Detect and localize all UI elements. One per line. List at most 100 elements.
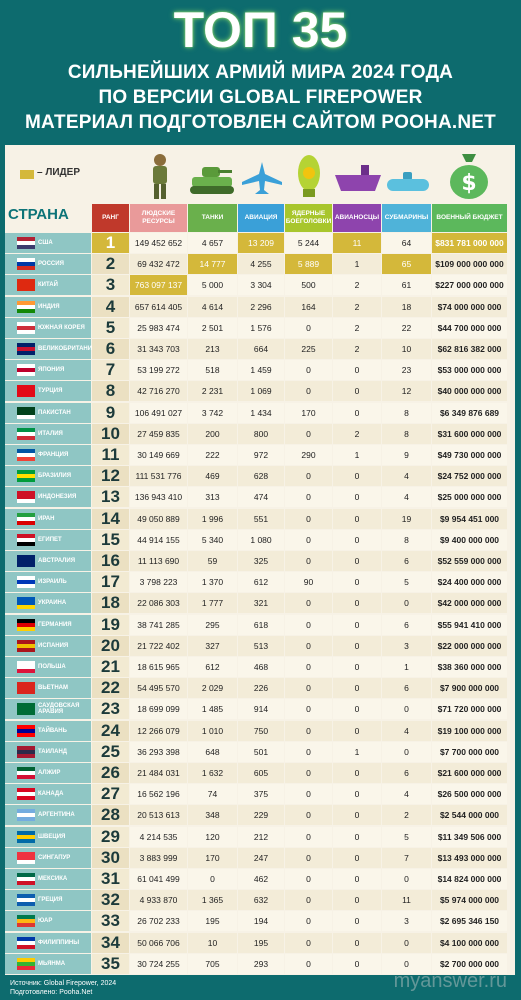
value-cell: $9 954 451 000 — [432, 508, 507, 529]
flag — [17, 258, 35, 271]
column-header: АВИАЦИЯ — [238, 204, 284, 232]
value-cell: 0 — [285, 423, 332, 444]
value-cell: $31 600 000 000 — [432, 423, 507, 444]
value-cell: $62 816 382 000 — [432, 339, 507, 359]
table-row: ГРЕЦИЯ 32 4 933 870 1 365 632 0 0 11 $5 974 000 … — [5, 890, 508, 911]
value-cell: $71 720 000 000 — [432, 699, 507, 720]
value-cell: 5 — [382, 572, 431, 593]
value-cell: 22 — [92, 678, 129, 699]
value-cell: 34 — [92, 932, 129, 953]
value-cell: 0 — [333, 953, 381, 974]
value-cell: 0 — [285, 784, 332, 805]
value-cell: $227 000 000 000 — [432, 275, 507, 296]
value-cell: 2 — [333, 317, 381, 338]
value-cell: 120 — [188, 826, 237, 847]
value-cell: 54 495 570 — [130, 678, 187, 699]
value-cell: 2 029 — [188, 678, 237, 699]
table-row: АЛЖИР 26 21 484 031 1 632 605 0 0 6 $21 600 000 … — [5, 763, 508, 784]
value-cell: 195 — [188, 911, 237, 932]
value-cell: 36 293 398 — [130, 741, 187, 762]
value-cell: 664 — [238, 339, 284, 359]
value-cell: 22 086 303 — [130, 593, 187, 614]
value-cell: 25 983 474 — [130, 317, 187, 338]
value-cell: 4 255 — [238, 254, 284, 275]
value-cell: 3 — [382, 911, 431, 932]
country-cell: СИНГАПУР — [5, 847, 91, 868]
value-cell: 0 — [333, 826, 381, 847]
flag — [17, 724, 35, 737]
value-cell: 1 — [333, 741, 381, 762]
value-cell: 293 — [238, 953, 284, 974]
plane-icon — [242, 162, 282, 194]
value-cell: 0 — [285, 953, 332, 974]
country-cell: США — [5, 233, 91, 253]
value-cell: 800 — [238, 423, 284, 444]
value-cell: 2 — [333, 275, 381, 296]
flag — [17, 449, 35, 461]
value-cell: 3 — [92, 275, 129, 296]
country-cell: ГРЕЦИЯ — [5, 890, 91, 911]
flag — [17, 639, 35, 652]
value-cell: 9 — [92, 402, 129, 423]
flag — [17, 915, 35, 928]
value-cell: 0 — [285, 657, 332, 677]
value-cell: $6 349 876 689 — [432, 402, 507, 423]
value-cell: 3 — [382, 635, 431, 656]
value-cell: 0 — [285, 805, 332, 826]
value-cell: 5 244 — [285, 233, 332, 253]
value-cell: 321 — [238, 593, 284, 614]
value-cell: $14 824 000 000 — [432, 869, 507, 889]
flag — [17, 491, 35, 504]
value-cell: 35 — [92, 953, 129, 974]
table-row: СИНГАПУР 30 3 883 999 170 247 0 0 7 $13 493 000 … — [5, 847, 508, 869]
value-cell: 1 485 — [188, 699, 237, 720]
value-cell: 226 — [238, 678, 284, 699]
value-cell: 0 — [382, 699, 431, 720]
value-cell: 914 — [238, 699, 284, 720]
value-cell: 468 — [238, 657, 284, 677]
value-cell: 26 702 233 — [130, 911, 187, 932]
value-cell: 0 — [285, 678, 332, 699]
submarine-icon — [387, 172, 429, 191]
value-cell: 247 — [238, 847, 284, 868]
country-cell: ПАКИСТАН — [5, 402, 91, 423]
value-cell: 200 — [188, 423, 237, 444]
value-cell: 0 — [285, 699, 332, 720]
carrier-icon — [335, 165, 381, 191]
value-cell: 2 231 — [188, 381, 237, 402]
value-cell: 4 — [382, 466, 431, 487]
value-cell: 3 304 — [238, 275, 284, 296]
value-cell: 2 501 — [188, 317, 237, 338]
value-cell: $55 941 410 000 — [432, 614, 507, 635]
value-cell: 12 — [92, 466, 129, 487]
value-cell: 12 — [382, 381, 431, 402]
value-cell: 1 080 — [238, 529, 284, 550]
value-cell: 42 716 270 — [130, 381, 187, 402]
value-cell: 136 943 410 — [130, 487, 187, 508]
value-cell: 13 — [92, 487, 129, 508]
value-cell: 501 — [238, 741, 284, 762]
value-cell: 1 370 — [188, 572, 237, 593]
country-cell: ФРАНЦИЯ — [5, 445, 91, 465]
value-cell: 313 — [188, 487, 237, 508]
flag — [17, 576, 35, 589]
value-cell: 0 — [333, 551, 381, 571]
country-cell: ИТАЛИЯ — [5, 423, 91, 444]
table-row: МЕКСИКА 31 61 041 499 0 462 0 0 0 $14 824 000 00… — [5, 869, 508, 890]
value-cell: 0 — [333, 784, 381, 805]
value-cell: 0 — [333, 381, 381, 402]
value-cell: 18 — [92, 593, 129, 614]
value-cell: 28 — [92, 805, 129, 826]
table-row: САУДОВСКАЯ АРАВИЯ 23 18 699 099 1 485 914 0 0 0… — [5, 699, 508, 720]
value-cell: 2 — [382, 805, 431, 826]
value-cell: $26 500 000 000 — [432, 784, 507, 805]
table-row: КИТАЙ 3 763 097 137 5 000 3 304 500 2 61 $227 00… — [5, 275, 508, 296]
value-cell: 11 — [382, 890, 431, 911]
value-cell: 4 657 — [188, 233, 237, 253]
column-header: РАНГ — [92, 204, 129, 232]
value-cell: 0 — [285, 508, 332, 529]
flag — [17, 597, 35, 610]
flag — [17, 406, 35, 419]
value-cell: 632 — [238, 890, 284, 911]
value-cell: 2 296 — [238, 296, 284, 317]
